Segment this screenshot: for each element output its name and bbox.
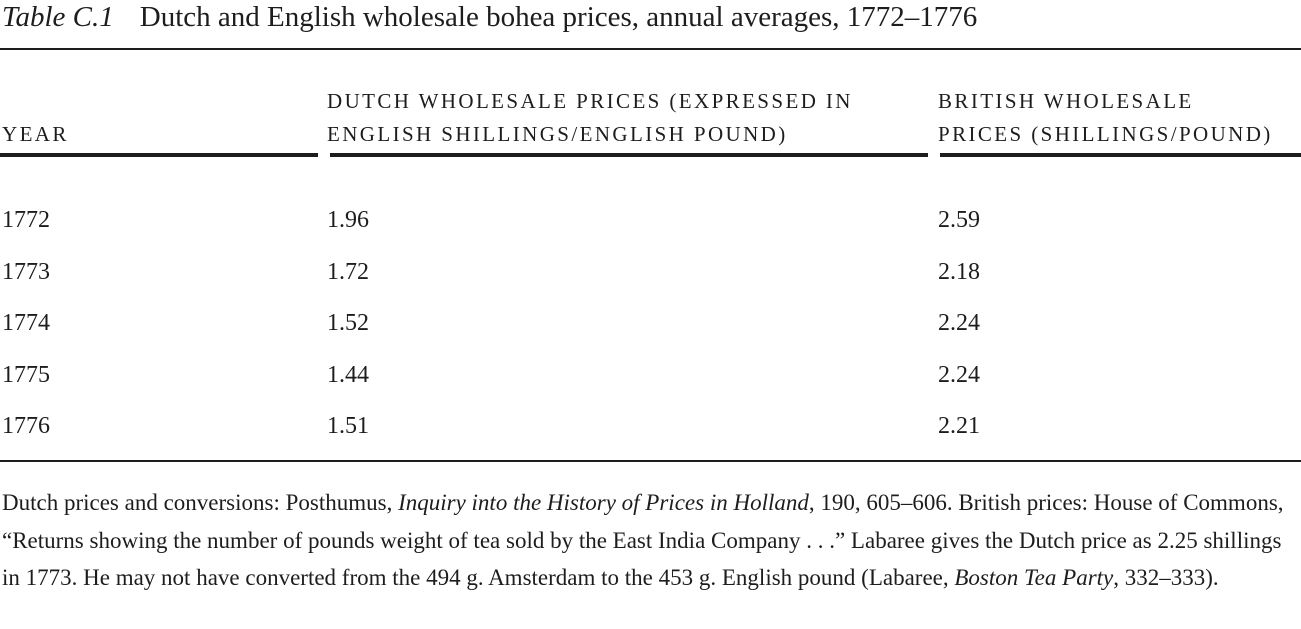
header-british-line-1: BRITISH WHOLESALE [938, 89, 1194, 113]
header-dutch-line-1: DUTCH WHOLESALE PRICES (EXPRESSED IN [327, 89, 853, 113]
header-dutch-prices: DUTCH WHOLESALE PRICES (EXPRESSED IN ENG… [327, 85, 853, 151]
cell-british-price: 2.18 [938, 258, 980, 285]
cell-dutch-price: 1.96 [327, 207, 369, 233]
top-rule [0, 48, 1301, 50]
cell-dutch-price: 1.51 [327, 413, 369, 439]
header-year: YEAR [2, 122, 69, 146]
note-book-title-2: Boston Tea Party [954, 565, 1114, 590]
cell-british-price: 2.59 [938, 207, 980, 233]
note-text-2: , 190, 605–606. British prices: House of… [2, 490, 1284, 590]
table-title: Dutch and English wholesale bohea prices… [139, 1, 978, 33]
note-book-title-1: Inquiry into the History of Prices in Ho… [398, 490, 809, 515]
header-rule-gap-1 [318, 153, 330, 157]
table-body: 1772 1.96 2.59 1773 1.72 2.18 1774 1.52 … [0, 196, 1301, 454]
cell-year: 1772 [2, 207, 50, 233]
header-rule-gap-2 [928, 153, 940, 157]
cell-dutch-price: 1.44 [327, 361, 369, 388]
cell-year: 1774 [2, 310, 50, 336]
header-rule [0, 153, 1301, 157]
table-row: 1772 1.96 2.59 [0, 196, 1301, 248]
cell-year: 1773 [2, 258, 50, 285]
table-caption: Table C.1 Dutch and English wholesale boh… [2, 0, 977, 34]
header-british-prices: BRITISH WHOLESALE PRICES (SHILLINGS/POUN… [938, 85, 1273, 151]
note-text-1: Dutch prices and conversions: Posthumus, [2, 490, 399, 515]
table-source-note: Dutch prices and conversions: Posthumus,… [2, 484, 1300, 597]
table-row: 1775 1.44 2.24 [0, 351, 1301, 403]
header-british-line-2: PRICES (SHILLINGS/POUND) [938, 122, 1273, 146]
cell-british-price: 2.21 [938, 413, 980, 439]
table-row: 1774 1.52 2.24 [0, 299, 1301, 351]
cell-year: 1775 [2, 361, 50, 388]
cell-year: 1776 [2, 413, 50, 439]
header-dutch-line-2: ENGLISH SHILLINGS/ENGLISH POUND) [327, 122, 788, 146]
cell-british-price: 2.24 [938, 310, 980, 336]
table-row: 1773 1.72 2.18 [0, 248, 1301, 300]
cell-british-price: 2.24 [938, 361, 980, 388]
cell-dutch-price: 1.52 [327, 310, 369, 336]
cell-dutch-price: 1.72 [327, 258, 369, 285]
table-row: 1776 1.51 2.21 [0, 402, 1301, 454]
table-label: Table C.1 [2, 1, 114, 33]
bottom-rule [0, 460, 1301, 462]
note-text-3: , 332–333). [1113, 565, 1219, 590]
